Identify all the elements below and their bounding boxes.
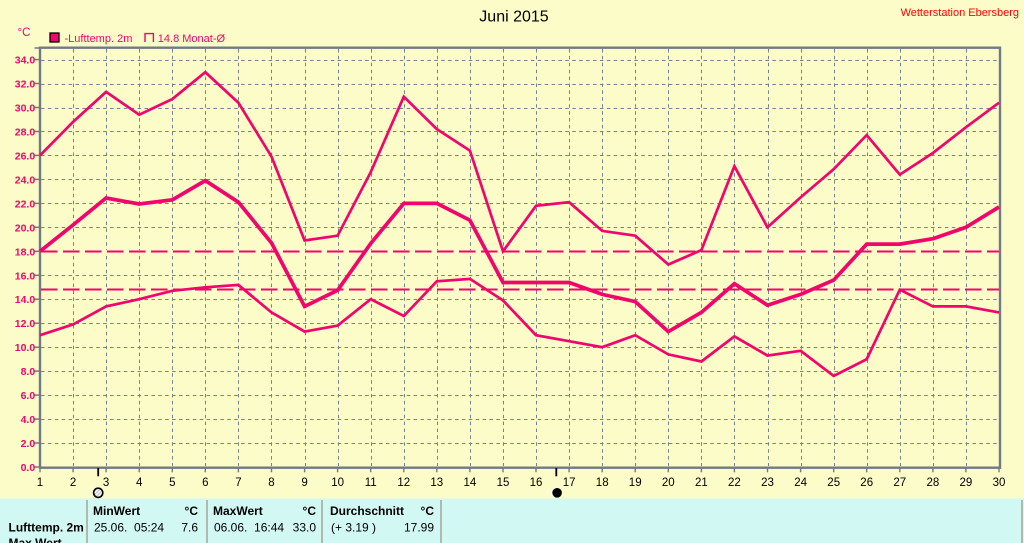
svg-text:11: 11 [365, 477, 377, 489]
svg-text:3: 3 [103, 477, 109, 489]
svg-text:30: 30 [993, 477, 1006, 489]
svg-text:13: 13 [430, 477, 443, 489]
svg-text:12: 12 [397, 477, 410, 489]
svg-text:9: 9 [301, 477, 307, 489]
svg-text:(+ 3.19 ): (+ 3.19 ) [331, 521, 376, 535]
svg-text:14.0: 14.0 [15, 294, 36, 306]
svg-text:6.0: 6.0 [21, 390, 36, 402]
svg-text:22.0: 22.0 [15, 198, 36, 210]
svg-text:Lufttemp. 2m: Lufttemp. 2m [9, 521, 84, 535]
svg-text:25.06. 05:24: 25.06. 05:24 [94, 521, 164, 535]
svg-text:6: 6 [202, 477, 208, 489]
svg-text:34.0: 34.0 [15, 55, 36, 67]
svg-text:°C: °C [303, 504, 317, 518]
svg-text:26.0: 26.0 [15, 150, 36, 162]
svg-text:2: 2 [70, 477, 76, 489]
svg-text:°C: °C [185, 504, 199, 518]
svg-text:23: 23 [761, 477, 774, 489]
svg-text:14: 14 [464, 477, 477, 489]
svg-text:32.0: 32.0 [15, 79, 36, 91]
svg-text:Max.Wert: Max.Wert [9, 536, 62, 543]
svg-text:Wetterstation Ebersberg: Wetterstation Ebersberg [901, 7, 1019, 19]
svg-text:0.0: 0.0 [21, 462, 36, 474]
svg-text:7.6: 7.6 [181, 521, 198, 535]
svg-text:19: 19 [629, 477, 642, 489]
svg-text:°C: °C [421, 504, 435, 518]
svg-text:16: 16 [530, 477, 543, 489]
svg-text:8: 8 [268, 477, 274, 489]
svg-text:°C: °C [18, 27, 31, 39]
svg-text:10: 10 [331, 477, 344, 489]
svg-text:-Lufttemp. 2m: -Lufttemp. 2m [65, 33, 133, 45]
svg-text:24.0: 24.0 [15, 174, 36, 186]
svg-text:20.0: 20.0 [15, 222, 36, 234]
svg-text:12.0: 12.0 [15, 318, 36, 330]
svg-text:27: 27 [893, 477, 906, 489]
svg-text:18: 18 [596, 477, 609, 489]
svg-text:Juni 2015: Juni 2015 [479, 9, 548, 26]
svg-text:16.0: 16.0 [15, 270, 36, 282]
svg-text:18.0: 18.0 [15, 246, 36, 258]
svg-text:4.0: 4.0 [21, 414, 36, 426]
svg-text:MaxWert: MaxWert [213, 504, 263, 518]
svg-text:26: 26 [860, 477, 873, 489]
svg-text:28.0: 28.0 [15, 127, 36, 139]
svg-text:25: 25 [827, 477, 840, 489]
svg-text:MinWert: MinWert [93, 504, 140, 518]
svg-text:24: 24 [794, 477, 807, 489]
svg-text:17.99: 17.99 [404, 521, 434, 535]
svg-text:1: 1 [37, 477, 43, 489]
svg-text:Durchschnitt: Durchschnitt [330, 504, 404, 518]
svg-text:20: 20 [662, 477, 675, 489]
svg-text:21: 21 [695, 477, 708, 489]
svg-text:2.0: 2.0 [21, 438, 36, 450]
svg-text:7: 7 [235, 477, 241, 489]
svg-text:15: 15 [497, 477, 510, 489]
svg-text:28: 28 [927, 477, 940, 489]
svg-text:30.0: 30.0 [15, 103, 36, 115]
svg-text:06.06. 16:44: 06.06. 16:44 [214, 521, 284, 535]
svg-text:5: 5 [169, 477, 175, 489]
svg-text:8.0: 8.0 [21, 366, 36, 378]
svg-text:33.0: 33.0 [293, 521, 317, 535]
svg-text:4: 4 [136, 477, 143, 489]
svg-text:29: 29 [960, 477, 973, 489]
svg-text:14.8 Monat-Ø: 14.8 Monat-Ø [158, 33, 226, 45]
svg-text:10.0: 10.0 [15, 342, 36, 354]
svg-text:17: 17 [563, 477, 576, 489]
svg-text:22: 22 [728, 477, 741, 489]
